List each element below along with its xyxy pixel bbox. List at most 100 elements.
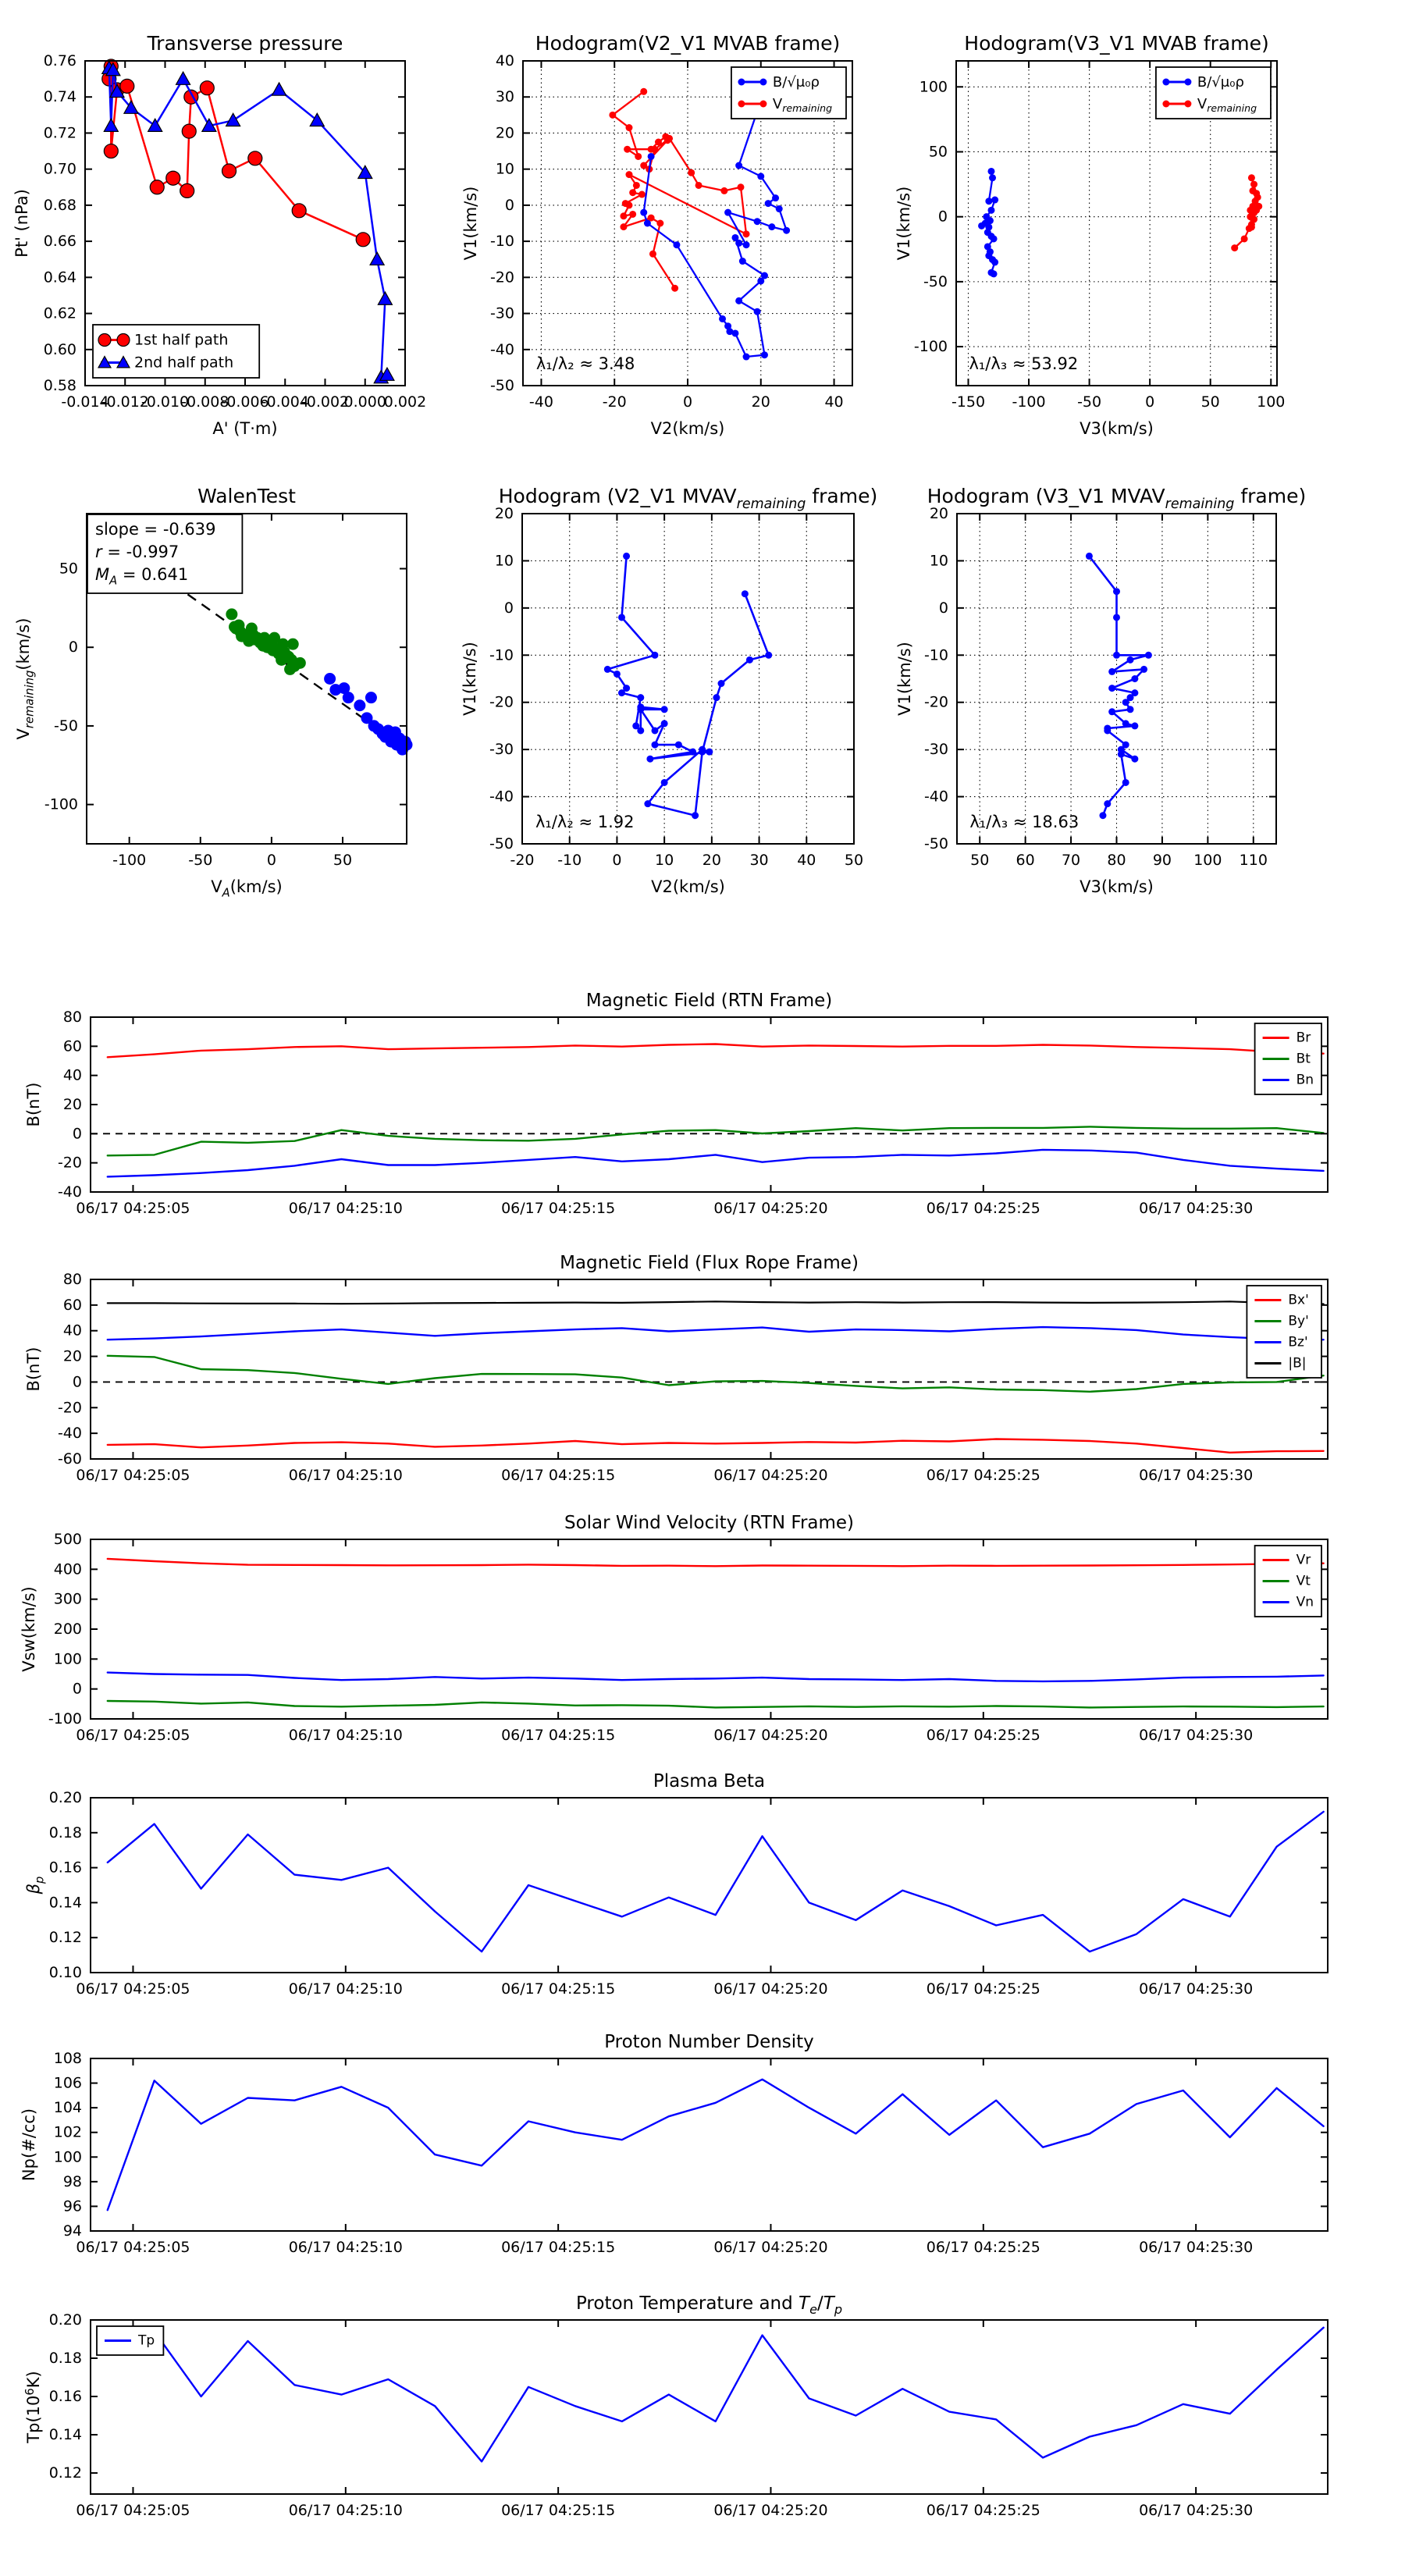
y-tick-label: 108: [54, 2050, 82, 2067]
x-tick-label: 06/17 04:25:10: [289, 1980, 403, 1998]
y-tick-label: -100: [48, 1710, 82, 1727]
y-tick-label: 0.20: [49, 1789, 82, 1806]
y-tick-label: 0.76: [44, 52, 76, 69]
y-tick-label: 0.16: [49, 2388, 82, 2405]
chart-title: Hodogram(V2_V1 MVAB frame): [535, 32, 840, 55]
ticks: 06/17 04:25:05 06/17 04:25:10 06/17 04:25:…: [58, 1271, 1328, 1484]
x-tick-label: 0: [1145, 393, 1154, 411]
chart-title: Solar Wind Velocity (RTN Frame): [564, 1513, 854, 1533]
y-tick-label: 0.62: [44, 305, 76, 322]
x-tick-label: -20: [510, 852, 534, 869]
x-tick-label: 06/17 04:25:15: [501, 1467, 615, 1484]
x-tick-label: 40: [824, 393, 843, 411]
grid: [522, 514, 854, 844]
x-tick-label: 20: [752, 393, 770, 411]
y-tick-label: -100: [914, 338, 948, 355]
x-tick-label: 06/17 04:25:20: [713, 1980, 827, 1998]
chart-proton-temperature: 06/17 04:25:05 06/17 04:25:10 06/17 04:25:…: [23, 2293, 1329, 2519]
x-tick-label: 06/17 04:25:15: [501, 2239, 615, 2256]
y-tick-label: 0.16: [49, 1859, 82, 1877]
stats-line: MA = 0.641: [95, 565, 188, 588]
x-axis-label: V2(km/s): [651, 877, 725, 896]
annotation: λ₁/λ₃ ≈ 53.92: [969, 354, 1078, 373]
y-tick-label: 10: [495, 552, 514, 569]
legend-label: |B|: [1288, 1356, 1306, 1372]
axes-frame: [90, 1797, 1329, 1973]
y-tick-label: 0: [938, 208, 948, 226]
stats-line: slope = -0.639: [95, 520, 216, 539]
legend: Bx' By' Bz' |B|: [1246, 1285, 1322, 1379]
x-tick-label: 06/17 04:25:15: [501, 1727, 615, 1744]
y-tick-label: -30: [924, 741, 948, 758]
x-tick-label: 70: [1062, 852, 1080, 869]
series-beta-p: [106, 1810, 1325, 1953]
chart-title: Hodogram (V2_V1 MVAVremaining frame): [499, 485, 878, 512]
series-Vn: [106, 1671, 1325, 1683]
x-tick-label: 06/17 04:25:10: [289, 1727, 403, 1744]
x-tick-label: 0: [612, 852, 621, 869]
x-tick-label: 50: [970, 852, 989, 869]
x-tick-label: -150: [951, 393, 985, 411]
x-tick-label: -0.012: [101, 393, 149, 411]
ticks: 06/17 04:25:05 06/17 04:25:10 06/17 04:25:…: [49, 2311, 1328, 2519]
legend: Br Bt Bn: [1254, 1023, 1322, 1095]
series-v2v1-path: [603, 552, 773, 820]
y-tick-label: 100: [919, 78, 948, 95]
y-tick-label: 60: [63, 1297, 82, 1314]
y-tick-label: -30: [489, 741, 514, 758]
x-tick-label: 06/17 04:25:05: [76, 1980, 190, 1998]
legend-label: Vremaining: [1197, 96, 1257, 114]
legend-label: Vt: [1297, 1574, 1311, 1589]
x-axis-label: VA(km/s): [211, 877, 282, 900]
y-tick-label: 106: [54, 2075, 82, 2092]
stats-line: r = -0.997: [95, 543, 179, 561]
x-tick-label: 06/17 04:25:25: [927, 1980, 1040, 1998]
x-tick-label: 06/17 04:25:30: [1139, 1200, 1253, 1217]
x-tick-label: 06/17 04:25:25: [927, 1467, 1040, 1484]
legend-label: Tp: [137, 2333, 155, 2349]
y-tick-label: 0.12: [49, 1929, 82, 1946]
annotation: λ₁/λ₂ ≈ 1.92: [535, 813, 634, 831]
y-tick-label: -30: [490, 305, 514, 322]
y-tick-label: 80: [63, 1271, 82, 1288]
x-tick-label: 06/17 04:25:10: [289, 2239, 403, 2256]
x-tick-label: 06/17 04:25:05: [76, 1200, 190, 1217]
series-B-alfven: [978, 167, 999, 278]
y-tick-label: 50: [59, 560, 78, 578]
y-tick-label: 60: [63, 1037, 82, 1055]
axes-frame: [90, 1279, 1329, 1460]
chart-solar-wind-velocity: 06/17 04:25:05 06/17 04:25:10 06/17 04:25:…: [20, 1513, 1329, 1744]
series-Np: [106, 2078, 1325, 2211]
y-axis-label: Vremaining(km/s): [14, 618, 37, 740]
y-tick-label: 0.12: [49, 2464, 82, 2482]
x-tick-label: 90: [1153, 852, 1172, 869]
x-tick-label: 06/17 04:25:20: [713, 1200, 827, 1217]
y-tick-label: 0.66: [44, 233, 76, 250]
y-axis-label: B(nT): [24, 1083, 43, 1127]
x-tick-label: 06/17 04:25:20: [713, 1727, 827, 1744]
x-tick-label: 06/17 04:25:30: [1139, 1980, 1253, 1998]
y-tick-label: -60: [58, 1450, 82, 1468]
y-tick-label: -20: [489, 694, 514, 711]
y-tick-label: -40: [58, 1425, 82, 1442]
y-tick-label: 0.74: [44, 88, 76, 105]
y-axis-label: Tp(106K): [23, 2371, 43, 2443]
ticks: 06/17 04:25:05 06/17 04:25:10 06/17 04:25:…: [58, 1009, 1328, 1217]
x-tick-label: 06/17 04:25:25: [927, 1200, 1040, 1217]
legend: B/√μ₀ρ Vremaining: [1155, 66, 1272, 119]
legend-label: 1st half path: [134, 332, 228, 349]
series-Vr: [106, 1557, 1325, 1567]
y-tick-label: 400: [54, 1560, 82, 1578]
y-tick-label: 0: [504, 600, 514, 617]
y-tick-label: -100: [44, 796, 78, 813]
chart-title: WalenTest: [197, 485, 296, 507]
x-tick-label: 06/17 04:25:10: [289, 1200, 403, 1217]
x-tick-label: 50: [845, 852, 863, 869]
chart-title: Hodogram(V3_V1 MVAB frame): [964, 32, 1268, 55]
series-walen-blue: [324, 673, 413, 756]
legend-label: By': [1288, 1314, 1308, 1329]
y-tick-label: 0.64: [44, 269, 76, 286]
chart-plasma-beta: 06/17 04:25:05 06/17 04:25:10 06/17 04:25:…: [24, 1771, 1329, 1998]
series-1st-half-path: [101, 59, 371, 247]
